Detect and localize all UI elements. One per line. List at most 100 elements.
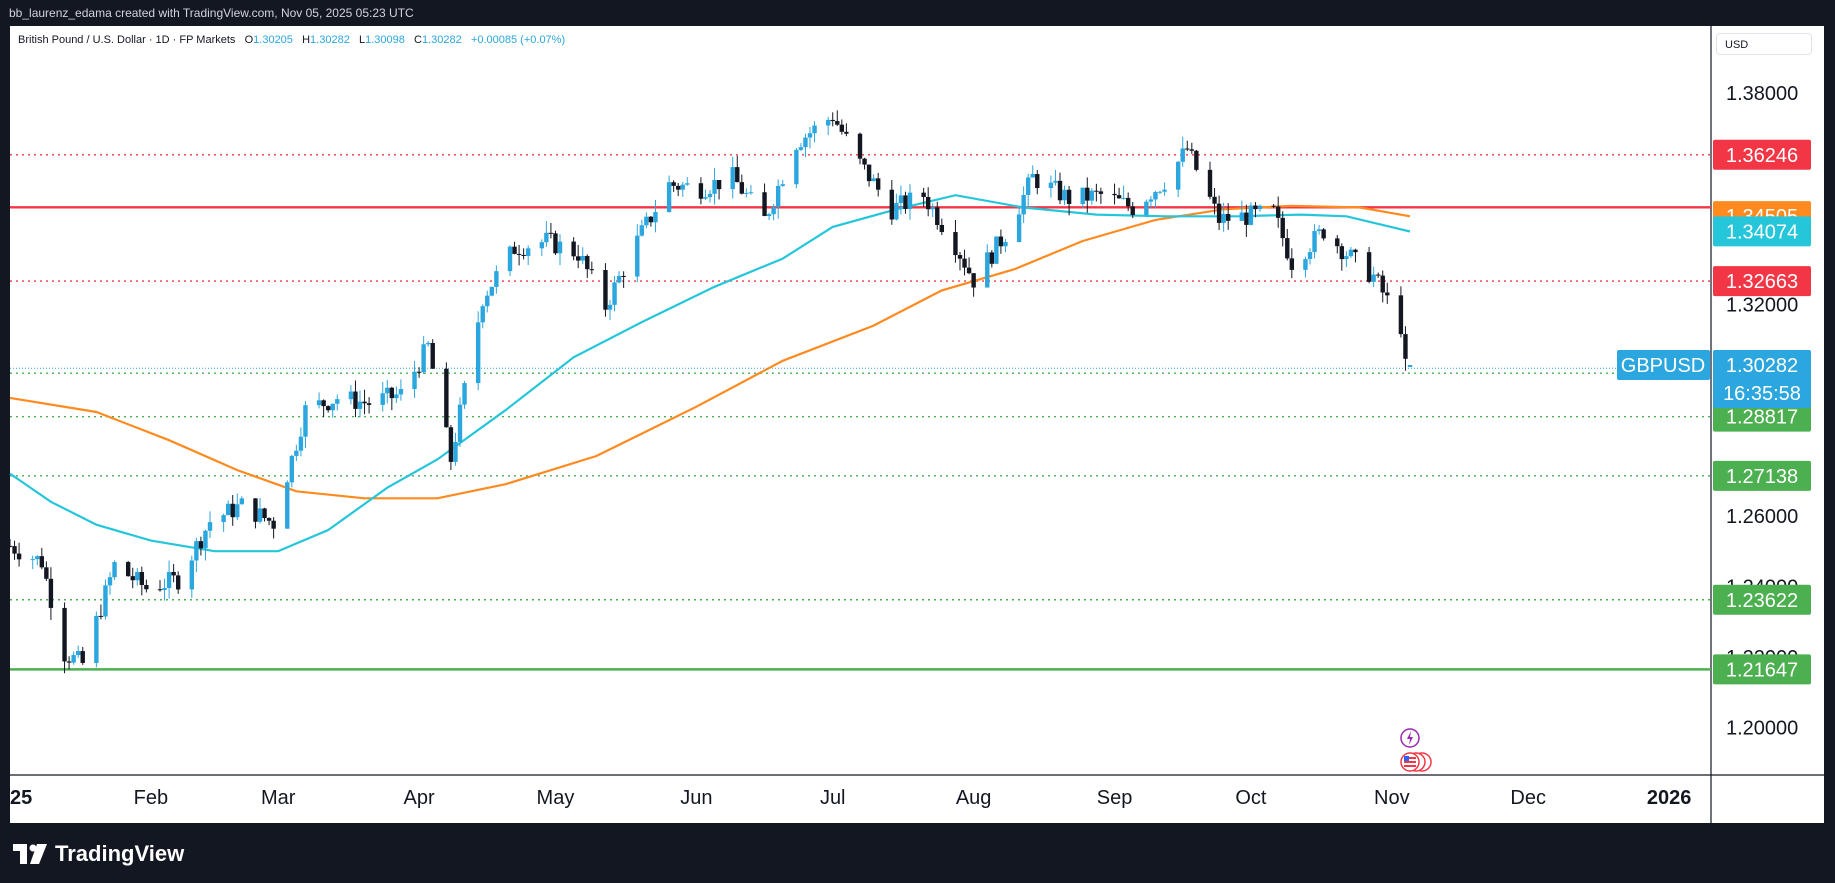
x-tick-label-12: 2026 bbox=[1647, 787, 1692, 809]
lightning-bolt bbox=[1407, 731, 1413, 745]
candle-body bbox=[1321, 229, 1326, 239]
candle-body bbox=[285, 482, 290, 529]
x-tick-label-4: May bbox=[537, 787, 575, 809]
candle-body bbox=[730, 167, 735, 190]
candle-body bbox=[953, 232, 958, 256]
candle-body bbox=[862, 158, 867, 165]
level-price-label-4-bg bbox=[1713, 401, 1811, 432]
flag-stripe bbox=[1404, 765, 1416, 767]
candle-body bbox=[644, 216, 649, 226]
candle-body bbox=[298, 436, 304, 451]
candle-body bbox=[935, 207, 940, 225]
candle-body bbox=[389, 387, 395, 399]
candle-body bbox=[1289, 258, 1295, 270]
candle-body bbox=[607, 304, 613, 310]
x-tick-label-7: Aug bbox=[956, 787, 992, 809]
candle-body bbox=[1030, 174, 1035, 178]
candle-body bbox=[685, 183, 690, 185]
candle-body bbox=[80, 651, 85, 663]
candle-body bbox=[12, 546, 17, 554]
candle-body bbox=[7, 545, 13, 547]
symbol-description: British Pound / U.S. Dollar · 1D · FP Ma… bbox=[18, 34, 236, 46]
candle-body bbox=[357, 401, 363, 409]
candle-body bbox=[366, 403, 372, 405]
candle-body bbox=[112, 562, 117, 578]
candle-body bbox=[666, 182, 672, 213]
candle-body bbox=[335, 399, 340, 404]
candle-body bbox=[875, 178, 881, 190]
y-tick-label-1: 1.32000 bbox=[1726, 294, 1798, 316]
candle-body bbox=[262, 508, 267, 519]
candle-body bbox=[703, 197, 708, 199]
candle-body bbox=[1348, 249, 1354, 257]
candle-body bbox=[825, 119, 831, 126]
y-tick-label-0: 1.38000 bbox=[1726, 83, 1798, 105]
candle-body bbox=[44, 567, 49, 579]
change-value: +0.00085 (+0.07%) bbox=[470, 34, 566, 46]
candle-body bbox=[1275, 206, 1281, 218]
candle-body bbox=[775, 185, 781, 208]
ma-fast-line bbox=[9, 194, 1411, 553]
tradingview-logo[interactable]: TradingView bbox=[13, 840, 184, 868]
candle-body bbox=[416, 371, 422, 373]
candle-body bbox=[1157, 191, 1163, 193]
currency-button[interactable]: USD bbox=[1716, 33, 1812, 55]
candle-body bbox=[794, 149, 799, 185]
x-tick-label-0: 2025 bbox=[0, 787, 32, 809]
candle-body bbox=[962, 258, 967, 268]
candle-body bbox=[635, 235, 640, 277]
candle-body bbox=[1035, 174, 1040, 189]
us-flag-event-icon bbox=[1400, 752, 1432, 772]
candle-body bbox=[103, 585, 108, 617]
candle-body bbox=[748, 192, 754, 194]
candle-body bbox=[1180, 148, 1185, 162]
candle-body bbox=[235, 504, 240, 518]
candle-body bbox=[521, 254, 526, 257]
candle-body bbox=[516, 253, 522, 255]
x-tick-label-1: Feb bbox=[134, 787, 168, 809]
candle-body bbox=[198, 541, 204, 549]
x-tick-label-11: Dec bbox=[1510, 787, 1546, 809]
candle-body bbox=[239, 498, 245, 505]
open-value: 1.30205 bbox=[253, 34, 293, 46]
candle-body bbox=[812, 125, 817, 134]
candle-body bbox=[162, 588, 167, 590]
candle-body bbox=[1062, 189, 1067, 201]
level-price-label-5: 1.27138 bbox=[1726, 466, 1798, 488]
candle-body bbox=[548, 232, 554, 234]
candle-body bbox=[480, 306, 485, 323]
candle-body bbox=[325, 406, 331, 411]
candle-body bbox=[1312, 231, 1317, 253]
candle-body bbox=[898, 195, 904, 204]
tradingview-icon bbox=[13, 844, 47, 864]
ma-slow-line bbox=[9, 204, 1411, 500]
candle-body bbox=[489, 286, 495, 296]
ohlc-legend: British Pound / U.S. Dollar · 1D · FP Ma… bbox=[18, 34, 565, 46]
candle-body bbox=[1239, 212, 1245, 221]
candle-body bbox=[66, 661, 72, 663]
candle-body bbox=[871, 178, 876, 182]
lightning-event-icon bbox=[1400, 728, 1420, 748]
candle-body bbox=[707, 193, 713, 198]
candle-body bbox=[189, 560, 195, 590]
low-value: 1.30098 bbox=[365, 34, 405, 46]
candle-body bbox=[30, 559, 35, 561]
candle-body bbox=[1094, 190, 1099, 192]
candle-body bbox=[303, 405, 308, 437]
candle-body bbox=[353, 391, 358, 409]
candle-body bbox=[1221, 213, 1226, 223]
candle-body bbox=[780, 184, 785, 186]
candle-body bbox=[1194, 150, 1199, 170]
candle-body bbox=[675, 185, 681, 190]
candle-body bbox=[1371, 274, 1376, 282]
candle-body bbox=[1057, 180, 1063, 201]
candle-body bbox=[139, 572, 145, 586]
candle-body bbox=[107, 577, 113, 586]
candle-body bbox=[421, 344, 426, 373]
candle-body bbox=[35, 556, 40, 560]
candle-body bbox=[412, 371, 417, 390]
candle-body bbox=[494, 271, 499, 287]
chart-frame[interactable] bbox=[10, 26, 1824, 823]
candle-body bbox=[580, 256, 585, 261]
